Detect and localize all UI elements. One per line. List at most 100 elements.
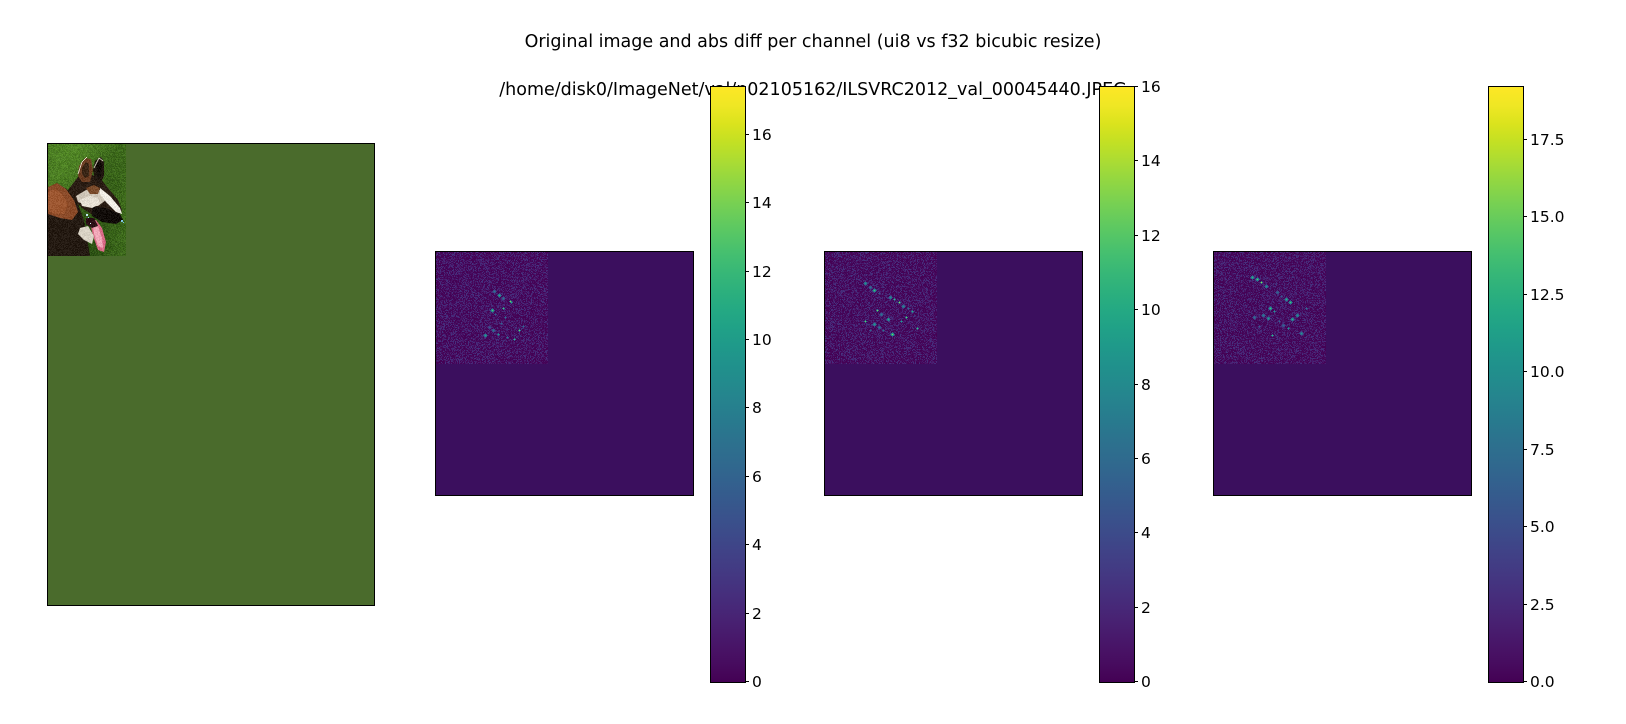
original-image-xtick-mark	[216, 605, 217, 606]
colorbar-channel-b-tick-mark	[1523, 138, 1527, 140]
abs-diff-channel-g-xtick-mark	[883, 495, 884, 496]
colorbar-channel-g-tick-mark	[1134, 606, 1138, 608]
abs-diff-channel-b-ytick-mark	[1213, 279, 1214, 280]
colorbar-channel-g-tick-label: 8	[1141, 375, 1151, 394]
colorbar-channel-r-tick-mark	[745, 202, 749, 204]
colorbar-channel-r-tick-mark	[745, 270, 749, 272]
colorbar-channel-b-tick-mark	[1523, 526, 1527, 528]
colorbar-channel-r-tick-label: 12	[752, 262, 772, 281]
original-image-ytick-mark	[47, 144, 48, 145]
colorbar-channel-r-tick-label: 2	[752, 604, 762, 623]
abs-diff-channel-r-ytick-mark	[435, 279, 436, 280]
original-image-ytick-mark	[47, 391, 48, 392]
abs-diff-channel-b-ytick-mark	[1213, 361, 1214, 362]
colorbar-channel-g-tick-label: 0	[1141, 673, 1151, 691]
abs-diff-channel-b-ytick-mark	[1213, 470, 1214, 471]
abs-diff-channel-r-ytick-mark	[435, 388, 436, 389]
abs-diff-channel-g-ytick-mark	[824, 470, 825, 471]
original-image-ytick-mark	[47, 309, 48, 310]
abs-diff-channel-g-xtick-mark	[940, 495, 941, 496]
original-image-ytick-mark	[47, 226, 48, 227]
abs-diff-channel-r-xtick-mark	[609, 495, 610, 496]
abs-diff-channel-g-axes: 0255075100125150175200050100150200	[824, 251, 1083, 496]
abs-diff-channel-r-xtick-mark	[666, 495, 667, 496]
colorbar-channel-b-tick-label: 12.5	[1530, 285, 1565, 304]
abs-diff-channel-r-xtick-mark	[551, 495, 552, 496]
original-image-xtick-mark	[90, 605, 91, 606]
colorbar-channel-r-tick-mark	[745, 339, 749, 341]
abs-diff-channel-b-axes: 0255075100125150175200050100150200	[1213, 251, 1472, 496]
colorbar-channel-r-tick-label: 6	[752, 467, 762, 486]
colorbar-channel-g-tick-mark	[1134, 457, 1138, 459]
colorbar-channel-b-tick-mark	[1523, 216, 1527, 218]
abs-diff-channel-g-ytick-mark	[824, 252, 825, 253]
abs-diff-channel-b-xtick-mark	[1329, 495, 1330, 496]
colorbar-channel-g-tick-mark	[1134, 234, 1138, 236]
abs-diff-channel-b-ytick-mark	[1213, 334, 1214, 335]
abs-diff-channel-b-ytick-mark	[1213, 415, 1214, 416]
abs-diff-channel-b-xtick-mark	[1387, 495, 1388, 496]
abs-diff-channel-g-ytick-mark	[824, 361, 825, 362]
colorbar-channel-b-tick-label: 5.0	[1530, 518, 1555, 537]
colorbar-channel-r-tick-label: 8	[752, 399, 762, 418]
figure-title-line-2: /home/disk0/ImageNet/val/n02105162/ILSVR…	[499, 80, 1127, 100]
colorbar-channel-b-tick-label: 17.5	[1530, 130, 1565, 149]
colorbar-channel-r-tick-label: 14	[752, 194, 772, 213]
colorbar-channel-g-gradient	[1100, 87, 1134, 682]
abs-diff-channel-r-canvas	[436, 252, 548, 364]
abs-diff-channel-g-xtick-mark	[825, 495, 826, 496]
abs-diff-channel-g-ytick-mark	[824, 279, 825, 280]
abs-diff-channel-g-canvas	[825, 252, 937, 364]
colorbar-channel-g-tick-mark	[1134, 309, 1138, 311]
colorbar-channel-g-tick-mark	[1134, 681, 1138, 682]
original-image-axes: 020406080100010203040506070	[47, 143, 375, 606]
colorbar-channel-g-tick-label: 4	[1141, 524, 1151, 543]
abs-diff-channel-r-axes: 0255075100125150175200050100150200	[435, 251, 694, 496]
original-image-xtick-mark	[342, 605, 343, 606]
abs-diff-channel-b-ytick-mark	[1213, 388, 1214, 389]
figure-title: Original image and abs diff per channel …	[0, 6, 1626, 126]
colorbar-channel-g-tick-mark	[1134, 383, 1138, 385]
colorbar-channel-r: 0 2 4 6 8 10 12 14 16	[710, 86, 772, 691]
abs-diff-channel-b-xtick-mark	[1272, 495, 1273, 496]
colorbar-channel-g-tick-label: 16	[1141, 78, 1161, 96]
abs-diff-channel-g-xtick-mark	[1055, 495, 1056, 496]
colorbar-channel-b-tick-label: 10.0	[1530, 363, 1565, 382]
colorbar-channel-g-tick-mark	[1134, 160, 1138, 162]
abs-diff-channel-b-canvas	[1214, 252, 1326, 364]
original-image-xtick-mark	[300, 605, 301, 606]
original-image-canvas	[48, 144, 126, 256]
colorbar-channel-r-tick-mark	[745, 544, 749, 546]
abs-diff-channel-b-xtick-mark	[1214, 495, 1215, 496]
colorbar-channel-r-tick-label: 16	[752, 125, 772, 144]
colorbar-channel-b-gradient	[1489, 87, 1523, 682]
colorbar-channel-g-tick-label: 14	[1141, 152, 1161, 171]
original-image-ytick-mark	[47, 556, 48, 557]
colorbar-channel-r-tick-mark	[745, 133, 749, 135]
colorbar-channel-b-tick-mark	[1523, 681, 1527, 682]
colorbar-channel-r-tick-label: 0	[752, 673, 762, 691]
abs-diff-channel-r-ytick-mark	[435, 443, 436, 444]
abs-diff-channel-g-ytick-mark	[824, 443, 825, 444]
original-image-xtick-mark	[132, 605, 133, 606]
colorbar-channel-b-tick-mark	[1523, 603, 1527, 605]
colorbar-channel-g-tick-label: 2	[1141, 598, 1151, 617]
abs-diff-channel-r-ytick-mark	[435, 252, 436, 253]
colorbar-channel-b-tick-label: 15.0	[1530, 208, 1565, 227]
colorbar-channel-r-tick-mark	[745, 681, 749, 682]
colorbar-channel-r-gradient	[711, 87, 745, 682]
abs-diff-channel-r-xtick-mark	[494, 495, 495, 496]
colorbar-channel-r-tick-mark	[745, 407, 749, 409]
abs-diff-channel-g-ytick-mark	[824, 388, 825, 389]
abs-diff-channel-b-ytick-mark	[1213, 306, 1214, 307]
colorbar-channel-b-tick-mark	[1523, 293, 1527, 295]
colorbar-channel-g-tick-mark	[1134, 86, 1138, 87]
abs-diff-channel-g-ytick-mark	[824, 415, 825, 416]
figure-title-line-1: Original image and abs diff per channel …	[524, 32, 1102, 52]
original-image-xtick-mark	[48, 605, 49, 606]
colorbar-channel-b-tick-label: 2.5	[1530, 595, 1555, 614]
colorbar-channel-g-tick-mark	[1134, 532, 1138, 534]
original-image-xtick-mark	[258, 605, 259, 606]
colorbar-channel-g: 0 2 4 6 8 10 12 14 16	[1099, 78, 1161, 691]
